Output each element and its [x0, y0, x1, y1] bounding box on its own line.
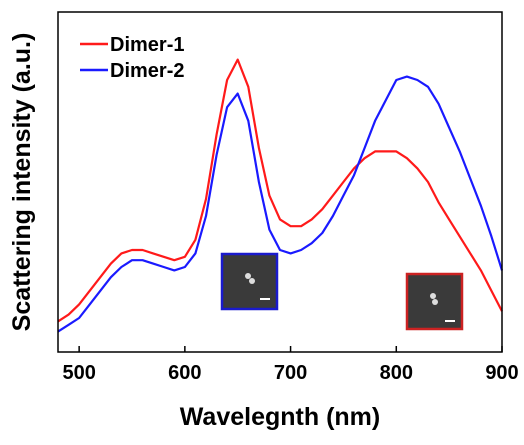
- inset-1: [220, 252, 279, 311]
- line: [57, 58, 503, 323]
- legend-label: Dimer-1: [110, 34, 184, 56]
- x-tick-label: 500: [62, 362, 95, 384]
- x-tick-label: 800: [380, 362, 413, 384]
- inset-2: [405, 272, 464, 331]
- line: [57, 75, 504, 333]
- x-tick-label: 700: [274, 362, 307, 384]
- x-tick-label: 900: [485, 362, 518, 384]
- legend-label: Dimer-2: [110, 60, 184, 82]
- plot-frame: [57, 11, 503, 353]
- x-tick-label: 600: [168, 362, 201, 384]
- x-axis-label: Wavelegnth (nm): [180, 403, 380, 431]
- y-axis-label: Scattering intensity (a.u.): [8, 33, 36, 332]
